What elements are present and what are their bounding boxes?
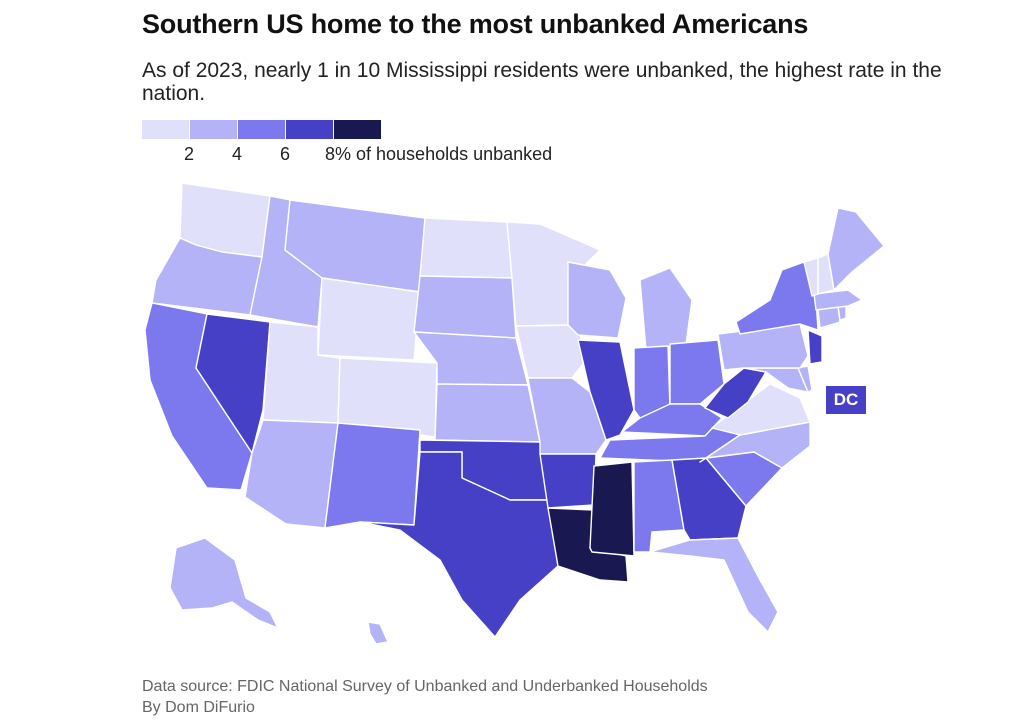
state-az [244, 419, 339, 529]
state-ms [589, 461, 635, 557]
state-wi [567, 261, 627, 339]
state-ny [735, 261, 819, 335]
state-wy [317, 277, 421, 361]
legend-bin-4 [286, 120, 333, 139]
state-ak [169, 537, 279, 629]
chart-title: Southern US home to the most unbanked Am… [142, 9, 809, 39]
state-fl [649, 537, 779, 633]
state-mo [527, 377, 607, 455]
state-nd [419, 217, 513, 279]
state-ks [434, 383, 541, 443]
footer: Data source: FDIC National Survey of Unb… [142, 676, 708, 718]
byline: By Dom DiFurio [142, 699, 255, 716]
legend-tick-6: 6 [280, 144, 291, 164]
data-source: Data source: FDIC National Survey of Unb… [142, 678, 708, 695]
state-sd [413, 275, 517, 339]
us-choropleth-map [142, 176, 902, 646]
legend-tick-8: 8% of households unbanked [325, 144, 553, 164]
chart-subtitle: As of 2023, nearly 1 in 10 Mississippi r… [142, 59, 942, 105]
legend-bin-5 [334, 120, 381, 139]
state-ar [539, 453, 597, 509]
state-nj [807, 329, 823, 365]
state-hi [367, 621, 389, 645]
legend-bin-1 [142, 120, 189, 139]
legend-bin-2 [190, 120, 237, 139]
legend-tick-2: 2 [184, 144, 195, 164]
state-il [577, 339, 635, 441]
legend-bin-3 [238, 120, 285, 139]
state-tx [359, 451, 559, 638]
state-ma [813, 289, 863, 311]
legend-tick-4: 4 [232, 144, 243, 164]
state-mi [639, 267, 693, 351]
color-legend: 2 4 6 8% of households unbanked [142, 120, 642, 170]
state-nv [195, 313, 271, 454]
dc-badge: DC [826, 386, 866, 414]
state-pa [717, 323, 809, 371]
state-de [797, 365, 813, 393]
state-oh [669, 339, 725, 405]
state-me [827, 207, 885, 291]
state-nm [324, 422, 421, 529]
